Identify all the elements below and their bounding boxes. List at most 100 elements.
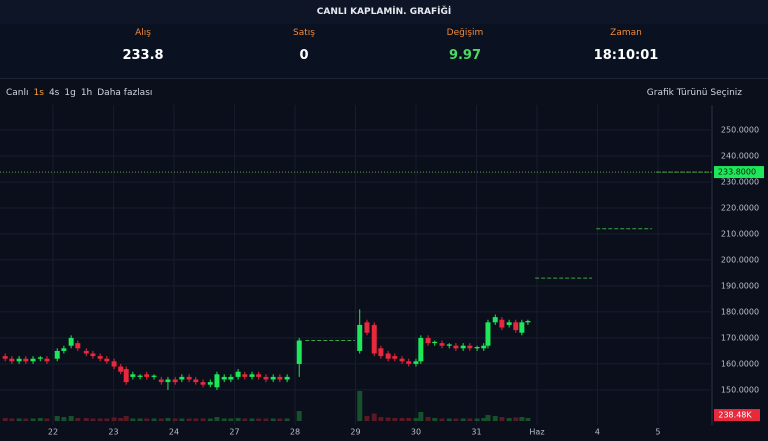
candle-body [364, 322, 370, 333]
volume-bar [284, 418, 290, 421]
volume-bar [30, 418, 36, 421]
stat-value: 233.8 [122, 48, 164, 63]
candle-body [485, 322, 491, 346]
stat-value: 0 [299, 48, 309, 63]
interval-button[interactable]: Daha fazlası [97, 88, 153, 98]
volume-bar [513, 417, 519, 421]
candle-body [406, 361, 412, 364]
candle-body [270, 376, 276, 380]
candle-body [492, 317, 498, 323]
last-volume-badge [714, 409, 760, 422]
volume-bar [439, 418, 445, 421]
stat-label: Değişim [446, 28, 484, 38]
candle-body [474, 347, 480, 349]
interval-button[interactable]: Canlı [6, 88, 29, 98]
volume-bar [467, 418, 473, 421]
candle-body [97, 356, 103, 359]
x-tick-label: 22 [48, 428, 58, 437]
candle-body [68, 337, 74, 346]
stat: Satış 0 [234, 28, 374, 63]
candle-body [214, 374, 220, 388]
y-tick-label: 200.0000 [721, 255, 759, 264]
candle-body [385, 353, 391, 359]
volume-bar [207, 418, 213, 421]
volume-bar [485, 415, 491, 421]
volume-bar [474, 418, 480, 421]
candle-body [172, 379, 178, 383]
y-tick-label: 230.0000 [721, 177, 759, 186]
candle-body [378, 348, 384, 357]
candle-body [193, 379, 199, 383]
volume-bar [214, 417, 220, 421]
candle-body [418, 337, 424, 362]
volume-bar [130, 418, 136, 421]
stat: Alış 233.8 [73, 28, 213, 63]
candle-body [30, 358, 36, 362]
y-tick-label: 220.0000 [721, 203, 759, 212]
stat: Zaman 18:10:01 [556, 28, 696, 63]
volume-bar [104, 418, 110, 421]
volume-bar [432, 418, 438, 421]
volume-bar [249, 418, 255, 421]
stat-label: Alış [135, 28, 151, 38]
volume-bar [296, 411, 302, 421]
candle-body [277, 376, 283, 380]
candle-body [256, 374, 262, 377]
y-tick-label: 170.0000 [721, 333, 759, 342]
candle-body [179, 376, 185, 380]
volume-bar [151, 418, 157, 421]
interval-button[interactable]: 1s [33, 88, 44, 98]
candle-body [158, 379, 164, 383]
candle-body [137, 375, 143, 377]
volume-bar [165, 418, 171, 421]
y-tick-label: 180.0000 [721, 307, 759, 316]
volume-bar [179, 418, 185, 421]
volume-bar [90, 418, 96, 421]
candle-body [61, 348, 67, 351]
stat-value: 9.97 [448, 48, 482, 63]
volume-bar [172, 418, 178, 421]
volume-bar [221, 418, 227, 421]
interval-button[interactable]: 1h [80, 88, 93, 98]
volume-bar [111, 417, 117, 421]
candle-body [2, 356, 8, 359]
volume-bar [242, 418, 248, 421]
candle-body [200, 382, 206, 385]
volume-bar [418, 412, 424, 421]
candle-body [513, 322, 519, 331]
interval-button[interactable]: 4s [48, 88, 60, 98]
stats: Alış 233.8 Satış 0 Değişim 9.97 Zaman 18:10:… [0, 24, 768, 79]
candle-body [249, 374, 255, 377]
candle-body [221, 376, 227, 380]
candle-body [23, 358, 29, 362]
candle-body [9, 358, 15, 362]
volume-bar [54, 416, 60, 421]
interval-button[interactable]: 1g [64, 88, 76, 98]
candle-body [481, 345, 487, 349]
volume-bar [193, 418, 199, 421]
candle-body [44, 358, 50, 362]
volume-bar [519, 417, 525, 421]
candle-body [296, 340, 302, 364]
toolbar: Canlı 1s 4s 1g 1h Daha fazlası [6, 88, 157, 98]
chart-type-button[interactable]: Grafik Türünü Seçiniz [646, 88, 742, 98]
candle-body [90, 353, 96, 357]
candle-body [111, 361, 117, 367]
candle-body [123, 369, 129, 383]
stat: Değişim 9.97 [395, 28, 535, 63]
candle-body [357, 324, 363, 351]
volume-bar [235, 418, 241, 421]
x-tick-label: 31 [471, 428, 481, 437]
y-tick-label: 210.0000 [721, 229, 759, 238]
volume-bar [137, 418, 143, 421]
candle-body [16, 358, 22, 362]
volume-bar [123, 416, 129, 421]
candle-body [432, 341, 438, 344]
volume-bar [44, 418, 50, 421]
last-volume-label: 238.48K [718, 411, 752, 420]
candle-body [467, 345, 473, 349]
volume-bar [499, 417, 505, 421]
plot-area [0, 105, 712, 425]
volume-bar [364, 416, 370, 421]
